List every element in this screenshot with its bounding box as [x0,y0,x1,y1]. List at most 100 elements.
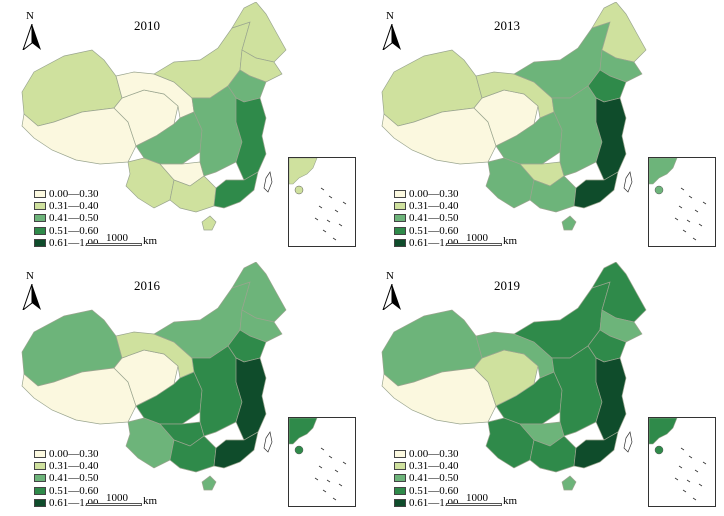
region-yunnan [485,157,535,209]
legend-item: 0.00—0.30 [394,188,459,200]
scale-bar: 1000 km [86,492,181,508]
inset-boundary-dash [332,237,337,241]
map-panel-2010: 2010 N 0.00—0.30 0.31—0.40 0.41—0.50 0.51—0… [4,2,360,254]
legend-item: 0.41—0.50 [394,212,459,224]
legend-label: 0.41—0.50 [409,212,459,225]
inset-boundary-dash [702,201,707,205]
inset-boundary-dash [318,465,323,469]
region-east [595,97,627,181]
map-panel-2016: 2016 N 0.00—0.30 0.31—0.40 0.41—0.50 0.51—0… [4,262,360,514]
north-arrow-icon [22,24,41,50]
inset-boundary-dash [674,477,679,481]
inset-boundary-dash [314,477,319,481]
inset-boundary-dash [338,223,343,227]
region-east [595,357,627,441]
region-yunnan [485,417,535,469]
scale-bar: 1000 km [446,232,541,248]
region-taiwan [263,431,273,453]
legend-label: 0.31—0.40 [49,460,99,473]
inset-boundary-dash [320,447,325,451]
inset-boundary-dash [322,489,327,493]
scale-bar-graphic [86,503,142,506]
scale-bar: 1000 km [86,232,181,248]
map-panel-2019: 2019 N 0.00—0.30 0.31—0.40 0.41—0.50 0.51—0… [364,262,720,514]
inset-coast [289,158,318,185]
scale-value: 1000 [106,492,128,504]
legend-item: 0.00—0.30 [34,188,99,200]
region-tibet [381,107,497,165]
legend-item: 0.51—0.60 [394,225,459,237]
panel-year: 2019 [494,278,520,293]
region-taiwan [263,171,273,193]
inset-coast [649,418,678,445]
legend-swatch [34,462,46,471]
legend-label: 0.51—0.60 [409,484,459,497]
scale-bar: 1000 km [446,492,541,508]
inset-boundary-dash [692,237,697,241]
legend-label: 0.41—0.50 [49,472,99,485]
scale-unit: km [143,235,158,247]
legend-label: 0.00—0.30 [409,188,459,200]
legend-label: 0.51—0.60 [409,224,459,237]
map-panel-2013: 2013 N 0.00—0.30 0.31—0.40 0.41—0.50 0.51—0… [364,2,720,254]
legend: 0.00—0.30 0.31—0.40 0.41—0.50 0.51—0.60 0.61… [34,188,99,249]
region-taiwan [623,431,633,453]
region-yunnan [125,417,175,469]
inset-boundary-dash [678,465,683,469]
legend-item: 0.31—0.40 [394,460,459,472]
region-tibet [21,107,137,165]
legend-label: 0.00—0.30 [409,448,459,460]
legend-swatch [34,226,46,235]
panel-year: 2013 [494,18,520,33]
region-tibet [21,367,137,425]
panel-year: 2016 [134,278,160,293]
legend: 0.00—0.30 0.31—0.40 0.41—0.50 0.51—0.60 0.61… [394,188,459,249]
legend-item: 0.00—0.30 [394,448,459,460]
inset-boundary-dash [682,229,687,233]
inset-boundary-dash [338,483,343,487]
scale-unit: km [503,495,518,507]
legend-swatch [34,450,46,459]
north-indicator: N [382,270,402,310]
inset-boundary-dash [674,217,679,221]
inset-boundary-dash [326,479,331,483]
inset-boundary-dash [694,209,699,213]
region-tibet [381,367,497,425]
legend-label: 0.31—0.40 [49,200,99,213]
scale-unit: km [143,495,158,507]
legend-label: 0.51—0.60 [49,224,99,237]
north-arrow-icon [382,284,401,310]
inset-boundary-dash [678,205,683,209]
legend-swatch [394,498,406,507]
legend-label: 0.00—0.30 [49,448,99,460]
legend-swatch [394,474,406,483]
north-label: N [386,270,394,282]
legend: 0.00—0.30 0.31—0.40 0.41—0.50 0.51—0.60 0.61… [34,448,99,509]
legend-swatch [34,190,46,199]
inset-map [289,158,347,241]
inset-boundary-dash [342,201,347,205]
china-map [21,262,287,491]
legend-label: 0.00—0.30 [49,188,99,200]
scale-bar-graphic [86,243,142,246]
scale-value: 1000 [106,232,128,244]
legend-swatch [34,214,46,223]
north-arrow-icon [22,284,41,310]
inset-boundary-dash [342,461,347,465]
region-hainan [561,475,577,491]
legend-swatch [34,486,46,495]
inset-boundary-dash [682,489,687,493]
inset-map [649,158,707,241]
region-taiwan [623,171,633,193]
inset-boundary-dash [328,195,333,199]
inset-boundary-dash [314,217,319,221]
inset-boundary-dash [328,455,333,459]
legend-item: 0.31—0.40 [34,200,99,212]
inset-boundary-dash [694,469,699,473]
region-heilongjiang [591,2,647,63]
legend-label: 0.31—0.40 [409,460,459,473]
legend-item: 0.41—0.50 [394,472,459,484]
inset-boundary-dash [686,479,691,483]
inset-coast [649,158,678,185]
legend-swatch [394,202,406,211]
